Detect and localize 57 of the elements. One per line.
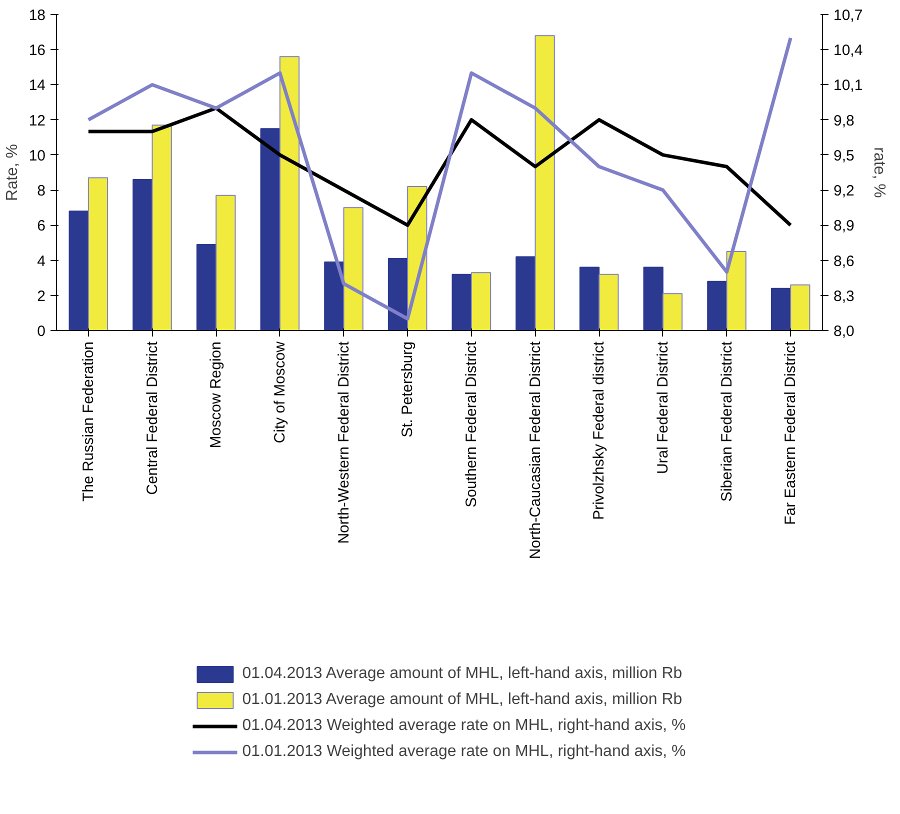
y2-tick-label: 9,5 [834, 147, 854, 164]
x-tick-label: Siberian Federal District [718, 340, 736, 502]
bar [152, 124, 172, 330]
y-tick-label: 8 [37, 182, 46, 200]
bar [643, 266, 664, 330]
y-tick-label: 2 [37, 288, 46, 305]
bar [324, 262, 344, 330]
x-tick-label: Moscow Region [208, 341, 225, 448]
x-tick-label: St. Petersburg [399, 341, 416, 438]
x-tick-label: Ural Federal District [654, 340, 672, 474]
bar [662, 293, 683, 330]
legend-label: 01.04.2013 Average amount of MHL, left-hand axis, million Rb [242, 664, 682, 682]
x-tick-label: North-Caucasian Federal District [526, 340, 544, 560]
x-tick-label: Far Eastern Federal District [782, 340, 800, 525]
y-tick-label: 16 [28, 42, 46, 60]
y2-tick-label: 10,7 [834, 7, 863, 24]
bar [132, 179, 153, 330]
y2-tick-label: 9,8 [834, 112, 854, 130]
y2-tick-label: 8,9 [834, 218, 854, 235]
legend-label: 01.04.2013 Weighted average rate on MHL, right-hand axis, % [242, 716, 686, 734]
legend-label: 01.01.2013 Average amount of MHL, left-hand axis, million Rb [242, 690, 682, 708]
y-tick-label: 14 [28, 77, 46, 94]
bar [196, 244, 217, 330]
y2-tick-label: 9,2 [834, 182, 854, 200]
x-tick-label: City of Moscow [271, 341, 288, 444]
x-tick-label: North-Western Federal District [335, 340, 352, 544]
bar [452, 274, 472, 330]
y-tick-label: 12 [28, 112, 46, 130]
y-axis-title: Rate, % [4, 144, 21, 201]
y2-tick-label: 8,3 [834, 288, 854, 305]
bar [88, 177, 108, 330]
bar [707, 280, 728, 330]
bar [516, 256, 536, 330]
y-tick-label: 18 [28, 7, 46, 24]
bar [470, 272, 492, 330]
bar [790, 284, 810, 330]
y-tick-label: 0 [37, 323, 46, 340]
bar [579, 266, 600, 330]
line-series [86, 106, 792, 227]
y2-tick-label: 8,6 [834, 252, 854, 270]
x-tick-label: The Russian Federation [80, 341, 97, 502]
bar [598, 274, 619, 330]
y2-tick-label: 10,4 [834, 42, 863, 60]
x-tick-label: Central Federal District [144, 340, 161, 495]
y2-tick-label: 8,0 [834, 323, 854, 340]
x-tick-label: Southern Federal District [462, 340, 480, 508]
legend-label: 01.01.2013 Weighted average rate on MHL, right-hand axis, % [242, 742, 686, 760]
y-tick-label: 10 [28, 147, 46, 164]
bar [216, 194, 236, 330]
y2-tick-label: 10,1 [834, 77, 863, 94]
y-tick-label: 6 [37, 218, 46, 235]
y-tick-label: 4 [37, 252, 46, 270]
bar [260, 128, 280, 330]
y2-axis-title: rate, % [870, 147, 888, 198]
bar [68, 210, 89, 330]
bar [770, 288, 792, 330]
x-tick-label: Privolzhsky Federal district [590, 340, 608, 520]
